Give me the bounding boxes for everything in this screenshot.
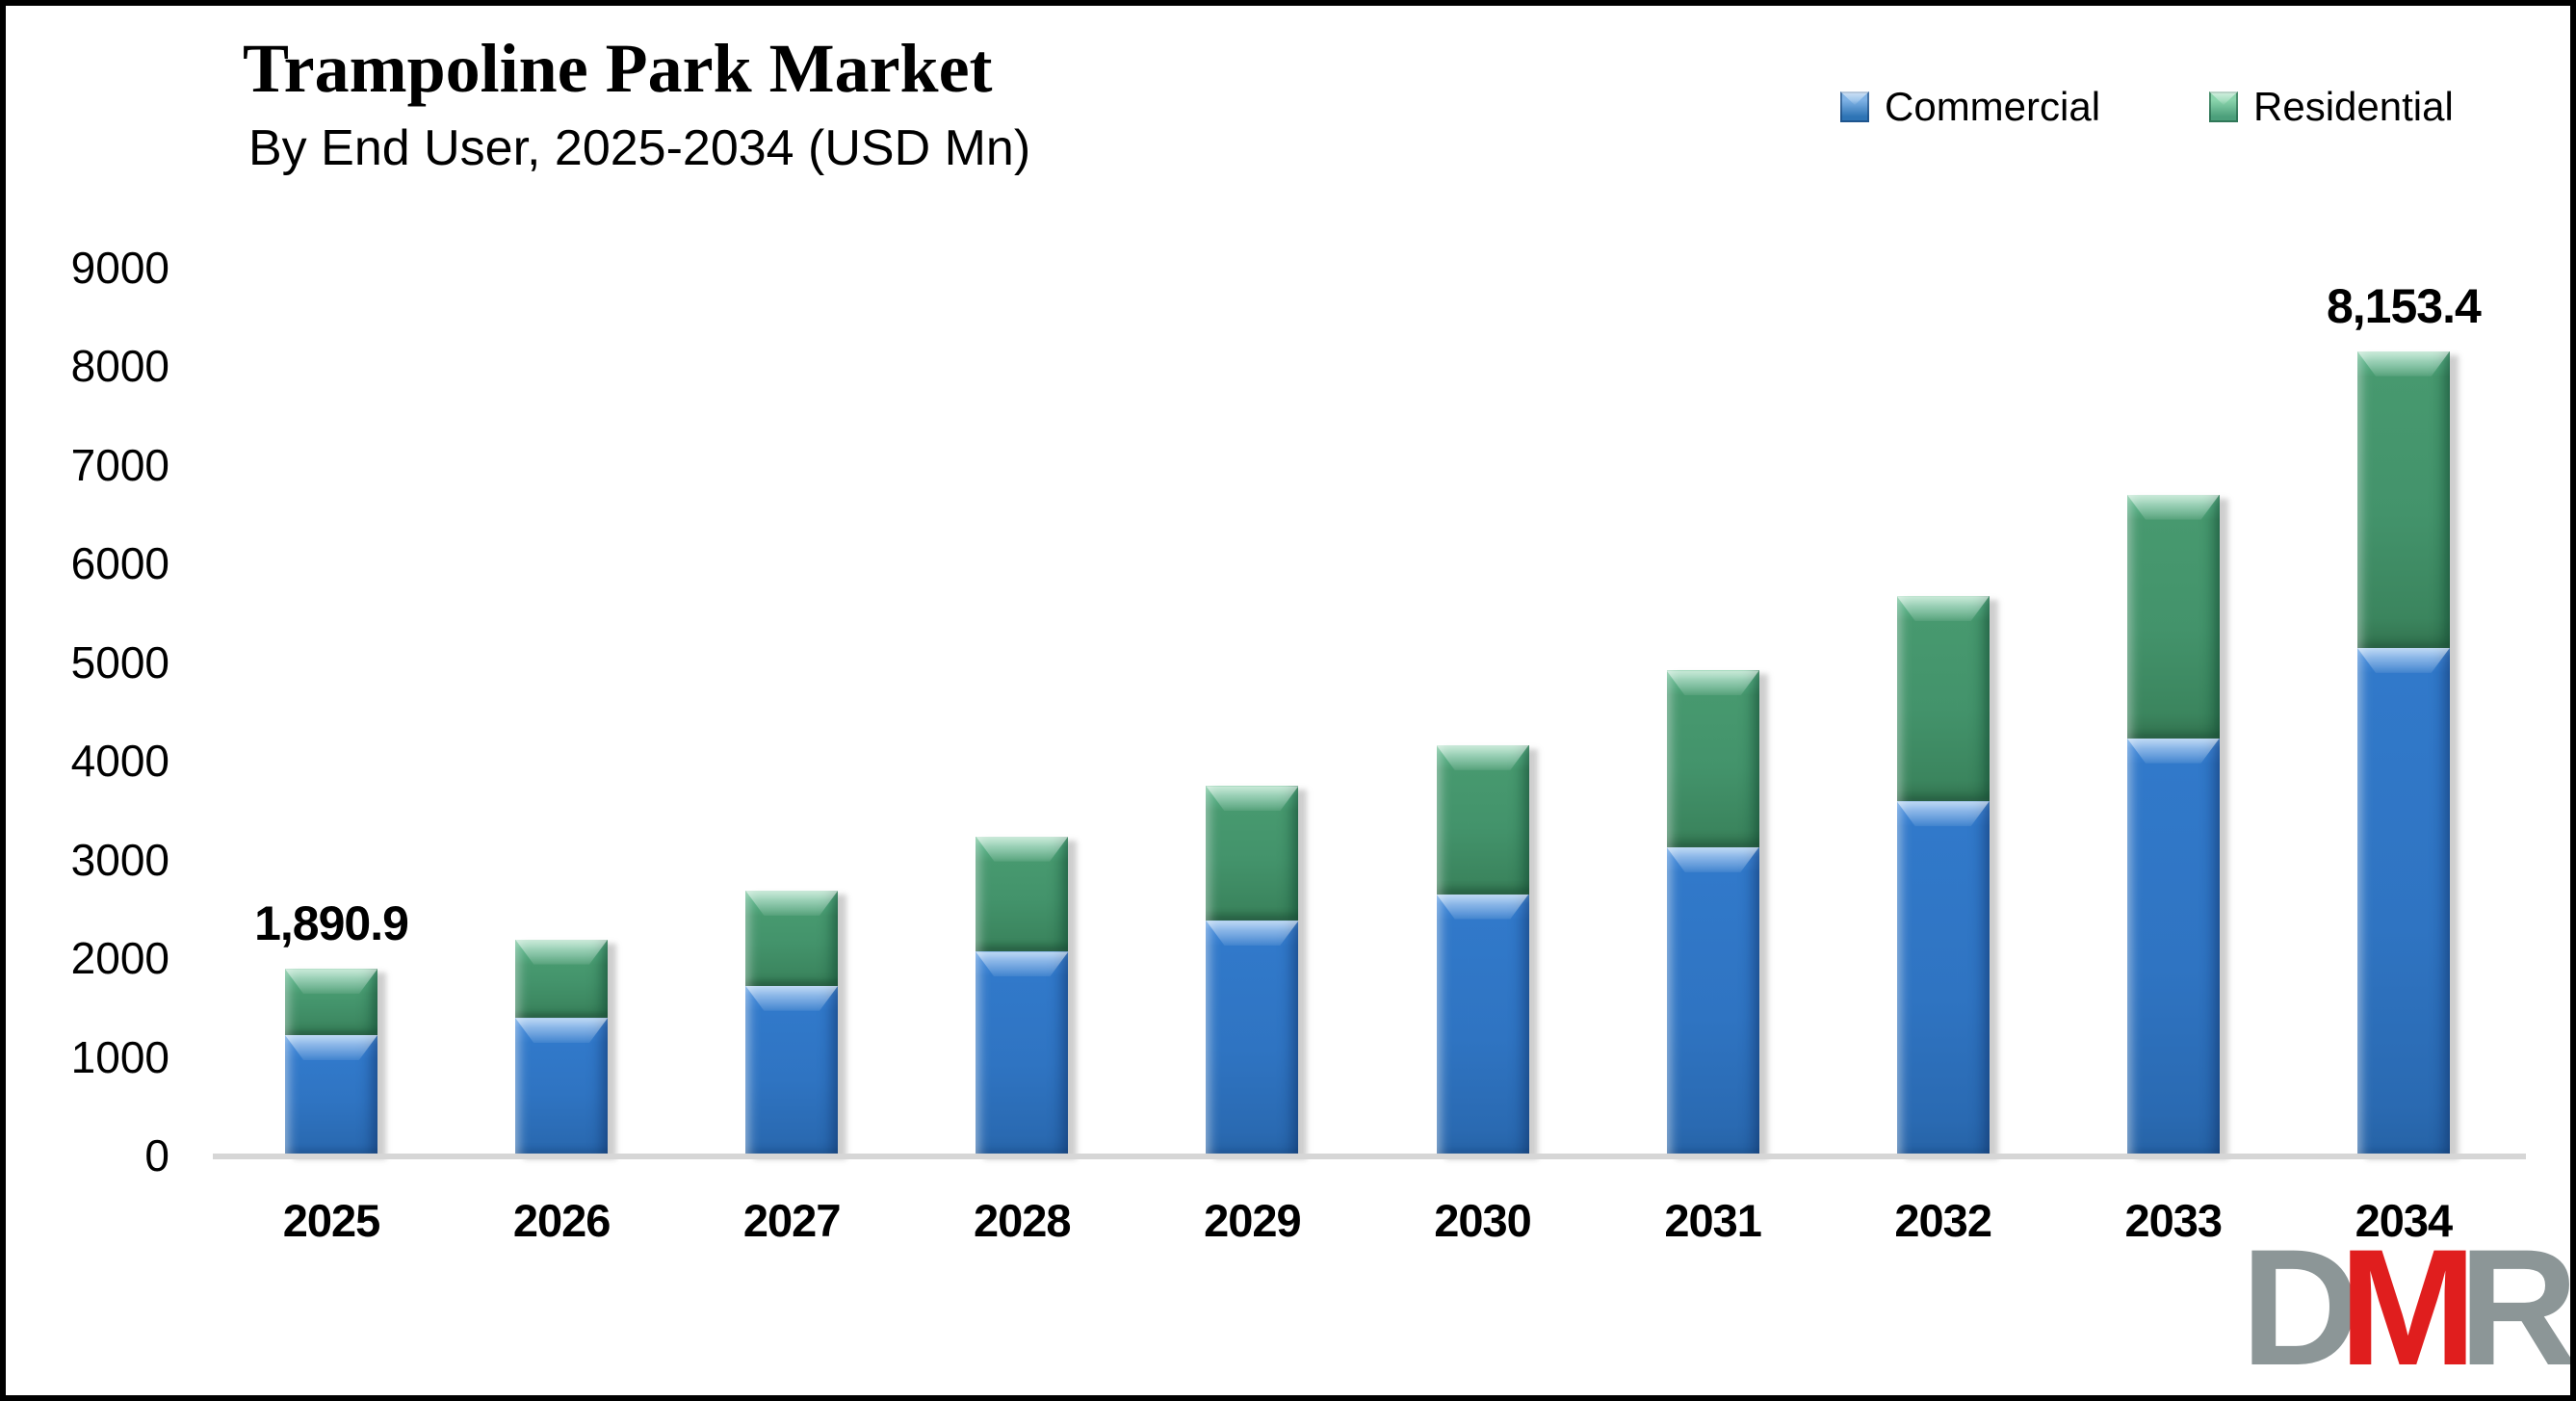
bar-2029-residential-segment bbox=[1206, 786, 1299, 921]
bar-2028-residential-segment bbox=[976, 836, 1069, 952]
residential-legend-label: Residential bbox=[2253, 84, 2454, 129]
x-axis-line bbox=[213, 1154, 2526, 1159]
x-axis-label-2030: 2030 bbox=[1434, 1195, 1532, 1246]
x-axis-label-2027: 2027 bbox=[742, 1195, 842, 1246]
bar-2030-commercial-segment bbox=[1436, 894, 1529, 1155]
bar-2033-commercial-segment bbox=[2126, 738, 2220, 1155]
x-axis-label-2026: 2026 bbox=[512, 1195, 611, 1246]
y-axis-tick-5000: 5000 bbox=[70, 636, 169, 688]
bar-2027-commercial-segment bbox=[745, 985, 839, 1155]
bar-2031 bbox=[1666, 670, 1759, 1155]
bar-2030-residential-segment bbox=[1436, 744, 1529, 895]
logo-letter-r: R bbox=[2459, 1215, 2570, 1401]
bar-2026-commercial-segment bbox=[515, 1018, 609, 1155]
bar-2027 bbox=[745, 890, 839, 1155]
y-axis-tick-7000: 7000 bbox=[70, 439, 169, 490]
chart-title: Trampoline Park Market bbox=[243, 30, 993, 107]
residential-swatch-icon bbox=[2209, 91, 2238, 122]
bar-2026 bbox=[515, 939, 609, 1155]
x-axis-label-2032: 2032 bbox=[1894, 1195, 1992, 1246]
bar-2033 bbox=[2126, 494, 2220, 1155]
bar-2032-residential-segment bbox=[1896, 596, 1990, 802]
data-label-2034: 8,153.4 bbox=[2326, 278, 2482, 333]
x-axis-label-2034: 2034 bbox=[2355, 1195, 2454, 1246]
logo-letter-d: D bbox=[2240, 1215, 2360, 1401]
commercial-swatch-icon bbox=[1840, 91, 1869, 122]
y-axis-tick-1000: 1000 bbox=[70, 1031, 169, 1082]
bar-2028-commercial-segment bbox=[976, 951, 1069, 1155]
data-label-2025: 1,890.9 bbox=[254, 896, 409, 951]
bar-2032 bbox=[1896, 596, 1990, 1155]
x-axis-label-2029: 2029 bbox=[1204, 1195, 1302, 1246]
y-axis-tick-8000: 8000 bbox=[70, 341, 169, 392]
y-axis-tick-3000: 3000 bbox=[70, 834, 169, 885]
bar-2031-commercial-segment bbox=[1666, 846, 1759, 1155]
y-axis-tick-9000: 9000 bbox=[70, 243, 169, 293]
x-axis-label-2028: 2028 bbox=[974, 1195, 1072, 1246]
bar-2025-residential-segment bbox=[285, 969, 377, 1035]
bar-2032-commercial-segment bbox=[1896, 801, 1990, 1155]
x-axis-label-2031: 2031 bbox=[1664, 1195, 1762, 1246]
bar-2034-commercial-segment bbox=[2356, 647, 2450, 1155]
bar-2031-residential-segment bbox=[1666, 670, 1759, 847]
bar-2026-residential-segment bbox=[515, 939, 609, 1019]
chart-subtitle: By End User, 2025-2034 (USD Mn) bbox=[248, 120, 1031, 176]
y-axis-tick-2000: 2000 bbox=[70, 933, 169, 984]
bar-2027-residential-segment bbox=[745, 890, 839, 986]
y-axis-tick-4000: 4000 bbox=[70, 736, 169, 787]
y-axis-tick-6000: 6000 bbox=[70, 538, 169, 589]
bar-2029 bbox=[1206, 786, 1299, 1155]
x-axis-label-2033: 2033 bbox=[2124, 1195, 2224, 1246]
bar-2030 bbox=[1436, 744, 1529, 1155]
x-axis-label-2025: 2025 bbox=[282, 1195, 381, 1246]
y-axis-tick-0: 0 bbox=[144, 1130, 169, 1180]
bar-2029-commercial-segment bbox=[1206, 921, 1299, 1155]
bar-2033-residential-segment bbox=[2126, 494, 2220, 739]
legend-item-commercial: Commercial bbox=[1840, 87, 2100, 127]
bar-2028 bbox=[976, 836, 1069, 1155]
logo-letter-m: M bbox=[2338, 1215, 2477, 1401]
commercial-legend-label: Commercial bbox=[1885, 84, 2101, 129]
dmr-logo: DMR bbox=[2240, 1215, 2570, 1401]
bar-2034-residential-segment bbox=[2356, 350, 2450, 648]
bar-2025-commercial-segment bbox=[285, 1035, 377, 1155]
legend-item-residential: Residential bbox=[2209, 87, 2454, 127]
bar-2025 bbox=[285, 969, 377, 1155]
bar-2034 bbox=[2356, 350, 2450, 1155]
